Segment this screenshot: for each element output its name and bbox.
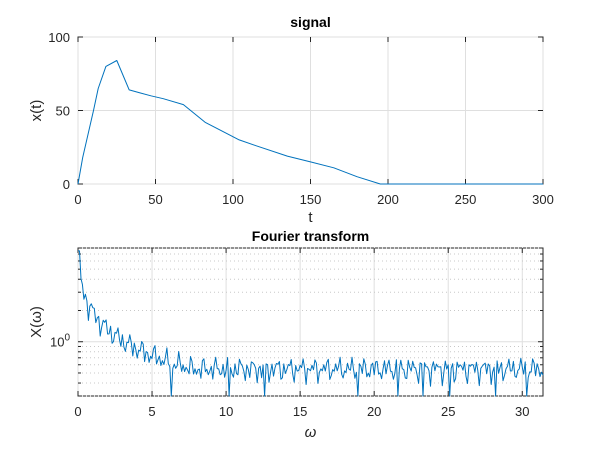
signal-title: signal [290,14,330,30]
fourier-subplot: 0 5 10 15 20 25 30 100 Fourier transform ω X(ω) [28,228,544,441]
signal-ytick-label: 50 [56,104,70,119]
signal-xtick-label: 200 [377,192,399,207]
fourier-xtick-label: 25 [441,404,455,419]
fourier-xlabel: ω [305,424,317,441]
fourier-grid [77,247,543,397]
fourier-xtick-label: 20 [367,404,381,419]
fourier-ytick-label: 100 [50,333,70,350]
fourier-plot-area [77,247,544,397]
signal-xtick-label: 100 [222,192,244,207]
signal-xtick-label: 50 [148,192,162,207]
signal-xtick-label: 300 [532,192,554,207]
signal-ylabel: x(t) [28,100,45,122]
signal-xlabel: t [308,209,313,226]
signal-xtick-label: 250 [455,192,477,207]
fourier-xtick-label: 5 [148,404,155,419]
fourier-ticks: 0 5 10 15 20 25 30 100 [50,247,543,419]
signal-ytick-label: 100 [48,30,70,45]
signal-ytick-label: 0 [63,177,70,192]
signal-xtick-label: 150 [300,192,322,207]
signal-xtick-label: 0 [74,192,81,207]
fourier-xtick-label: 30 [515,404,529,419]
signal-series-line [77,60,543,185]
fourier-xtick-label: 0 [74,404,81,419]
fourier-xtick-label: 15 [293,404,307,419]
fourier-series-line [78,250,544,397]
fourier-xtick-label: 10 [219,404,233,419]
signal-subplot: 0 50 100 150 200 250 300 0 50 100 signal t x(t) [28,14,554,226]
signal-ticks: 0 50 100 150 200 250 300 0 50 100 [48,30,554,207]
fourier-ylabel: X(ω) [28,306,45,338]
fourier-title: Fourier transform [252,228,369,244]
